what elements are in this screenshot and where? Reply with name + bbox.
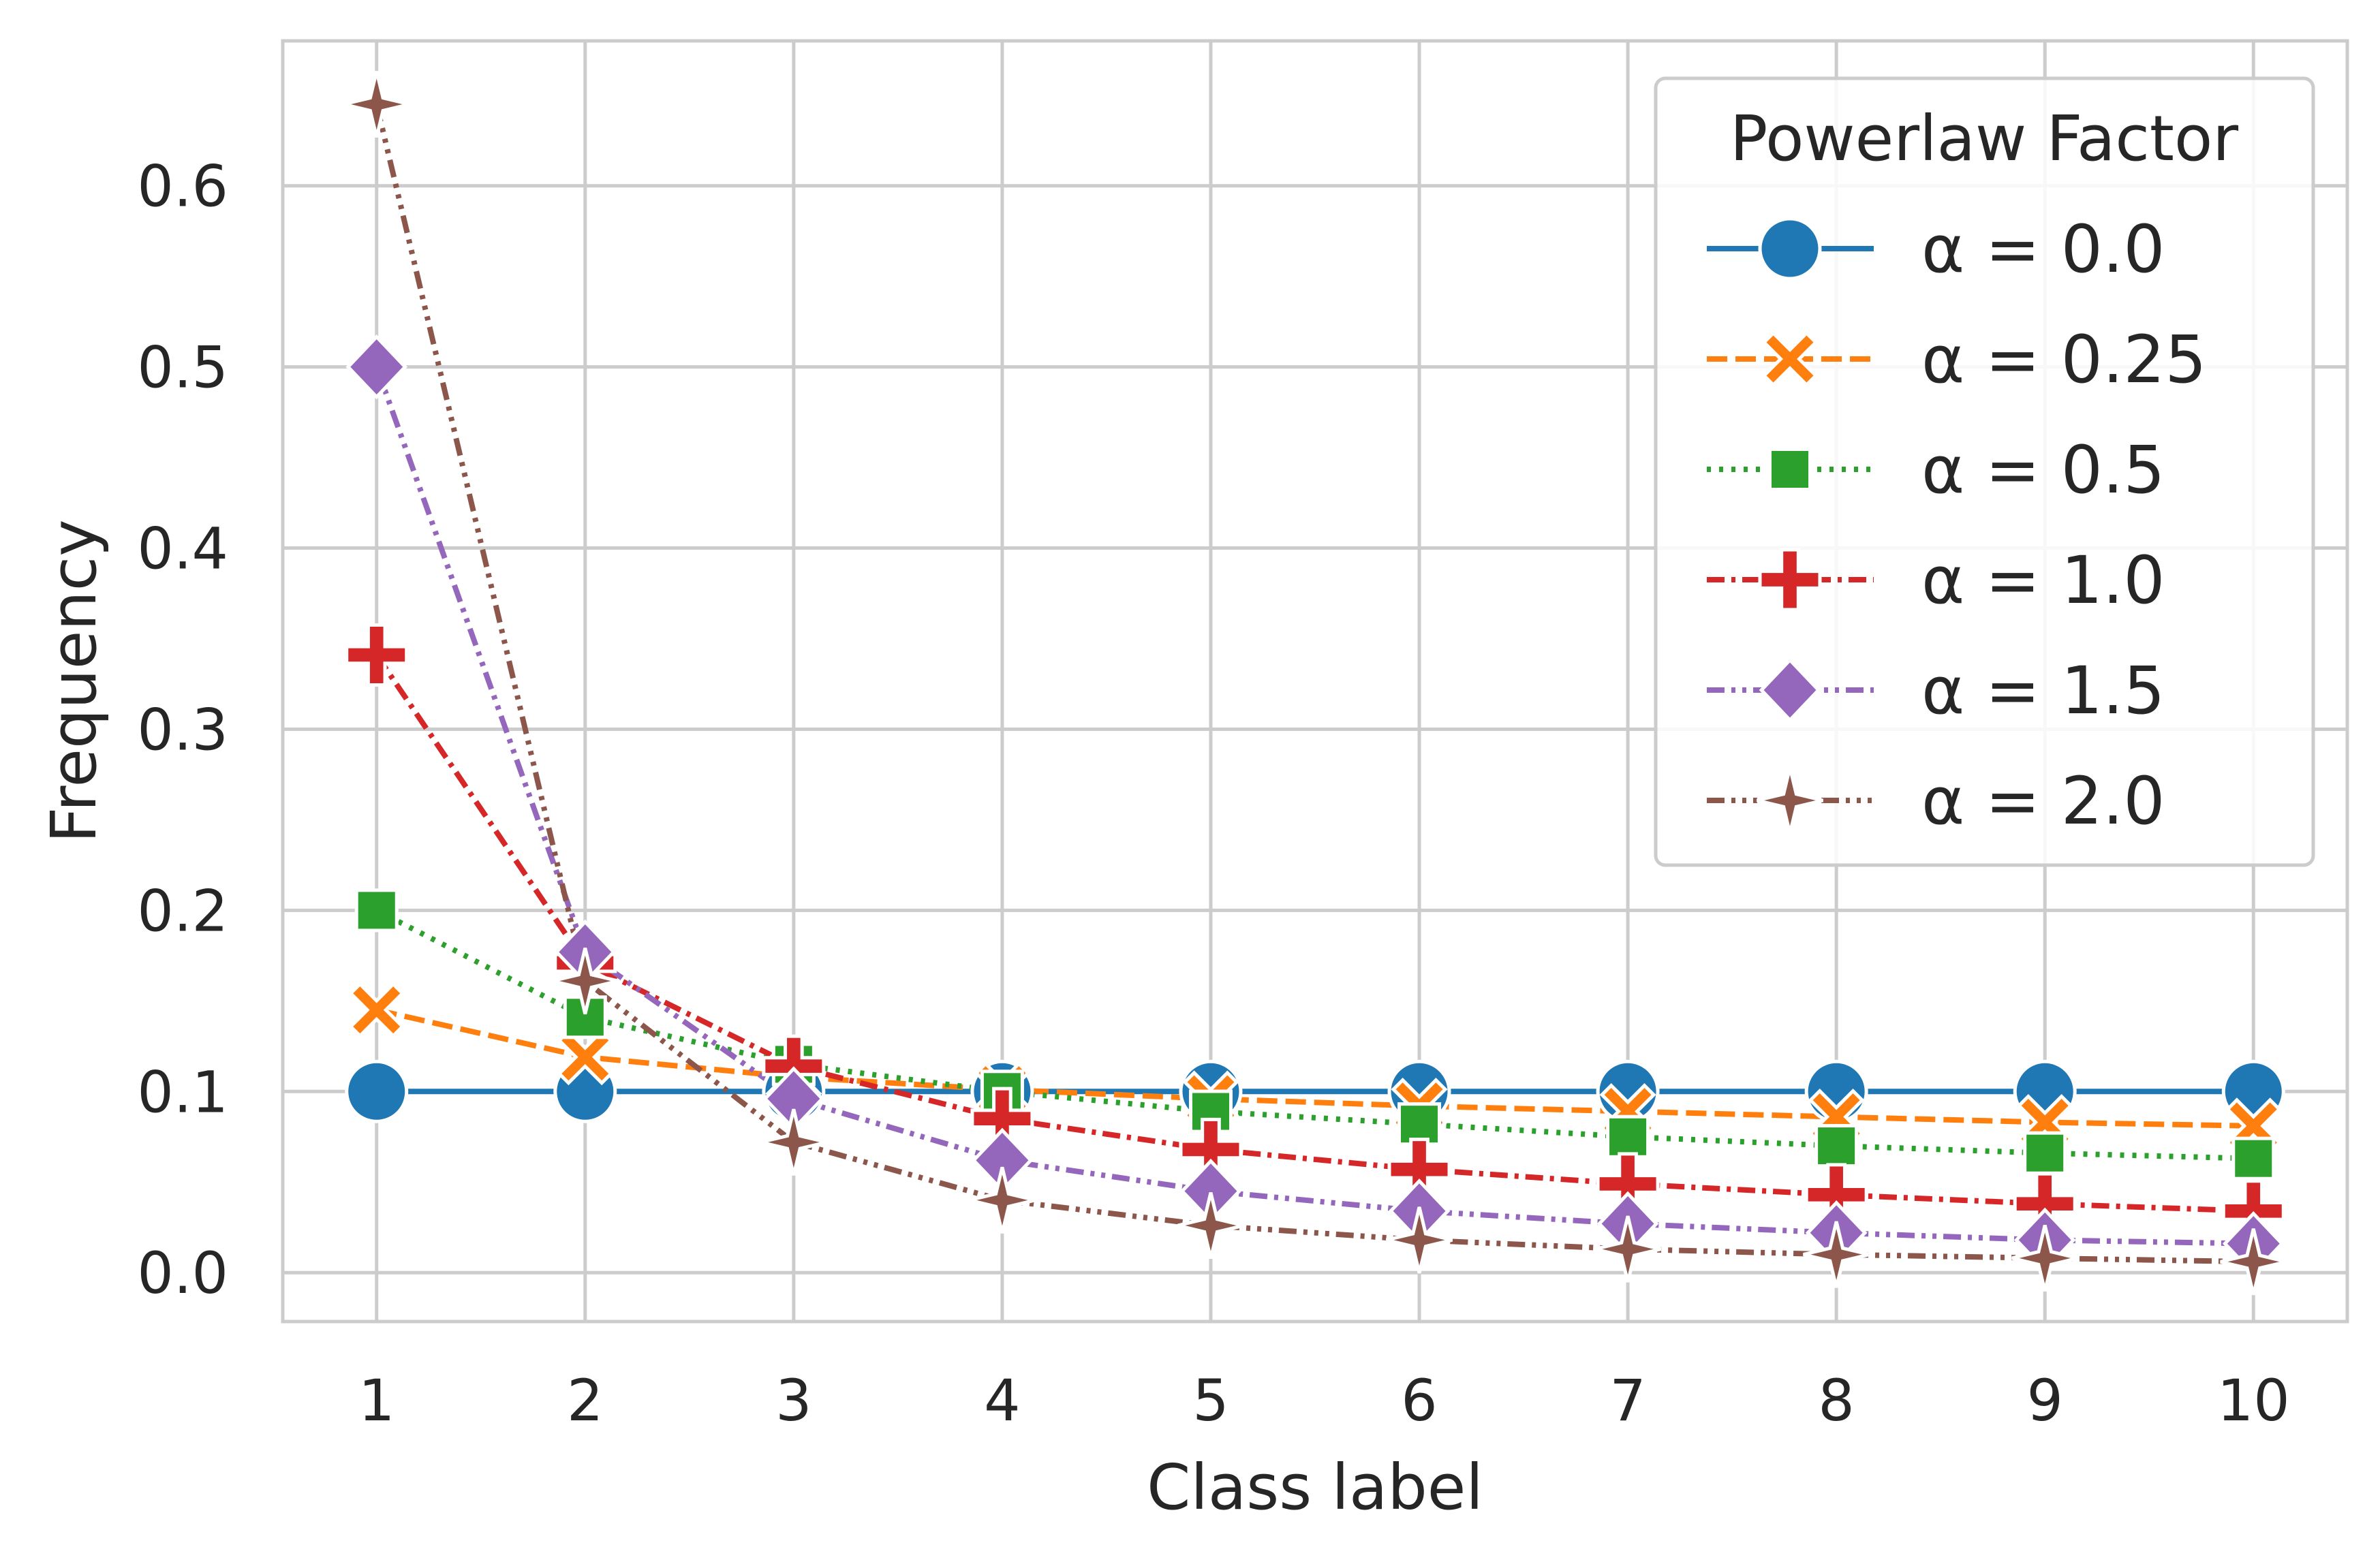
data-point [2011,1224,2079,1292]
series-markers [343,71,2287,1296]
series-lines [373,104,2254,1265]
y-tick-label: 0.2 [137,877,228,944]
legend-box [1654,76,2315,867]
legend-marker [1757,767,1823,834]
data-point [1814,1124,1859,1168]
y-tick-labels: 0.0 0.1 0.2 0.3 0.4 0.5 0.6 [137,153,228,1307]
data-point [2220,1228,2287,1296]
legend-label: α = 0.25 [1921,322,2207,398]
series-line [374,653,2254,1214]
legend-label: α = 1.5 [1921,653,2165,729]
data-point [551,948,619,1015]
data-point [1606,1114,1650,1159]
x-tick-label: 1 [358,1367,395,1434]
series-line [373,104,2254,1265]
y-tick-label: 0.0 [137,1240,228,1307]
legend-marker [1758,548,1822,612]
legend-entries: α = 0.0 α = 0.25 α = 0.5 α = 1.0 α = 1.5 α = … [1707,211,2207,839]
data-point [968,1166,1036,1234]
series-line [375,1007,2254,1129]
legend: Powerlaw Factor α = 0.0α = 0.25α = 0.5α … [1654,76,2315,867]
series-line [373,366,2254,1247]
legend-marker [1758,217,1822,281]
data-point [345,623,409,687]
x-tick-label: 3 [775,1367,812,1434]
y-tick-label: 0.3 [137,696,228,763]
data-point [348,982,405,1039]
legend-label: α = 0.0 [1921,211,2165,287]
data-point [1386,1206,1453,1274]
y-tick-label: 0.4 [137,516,228,582]
legend-title: Powerlaw Factor [1730,102,2238,175]
x-tick-label: 9 [2026,1367,2062,1434]
data-point [1397,1102,1442,1146]
data-point [354,888,399,933]
x-tick-label: 6 [1401,1367,1437,1434]
x-tick-label: 7 [1609,1367,1645,1434]
legend-label: α = 0.5 [1921,432,2165,508]
x-tick-label: 10 [2217,1367,2290,1434]
y-tick-label: 0.1 [137,1059,228,1125]
data-point [760,1108,827,1176]
data-point [345,1059,409,1123]
legend-label: α = 1.0 [1921,542,2165,619]
plot-frame [281,39,2349,1324]
legend-marker [1759,657,1821,723]
legend-marker [1761,330,1819,388]
y-tick-label: 0.5 [137,334,228,401]
data-point [343,71,410,138]
data-point [1177,1192,1244,1260]
legend-label: α = 2.0 [1921,763,2165,839]
legend-marker [1767,447,1812,492]
data-point [1803,1221,1870,1288]
data-point [1594,1215,1662,1283]
x-tick-label: 8 [1818,1367,1854,1434]
data-point [2023,1131,2067,1175]
x-tick-label: 4 [984,1367,1020,1434]
series-line [375,907,2254,1161]
data-point [345,334,408,400]
y-tick-label: 0.6 [137,153,228,220]
data-point [2231,1136,2276,1181]
x-tick-labels: 1 2 3 4 5 6 7 8 9 10 [358,1367,2290,1434]
x-axis-label: Class label [1147,1451,1483,1524]
x-tick-label: 5 [1192,1367,1228,1434]
x-tick-label: 2 [567,1367,603,1434]
y-axis-label: Frequency [37,519,110,843]
